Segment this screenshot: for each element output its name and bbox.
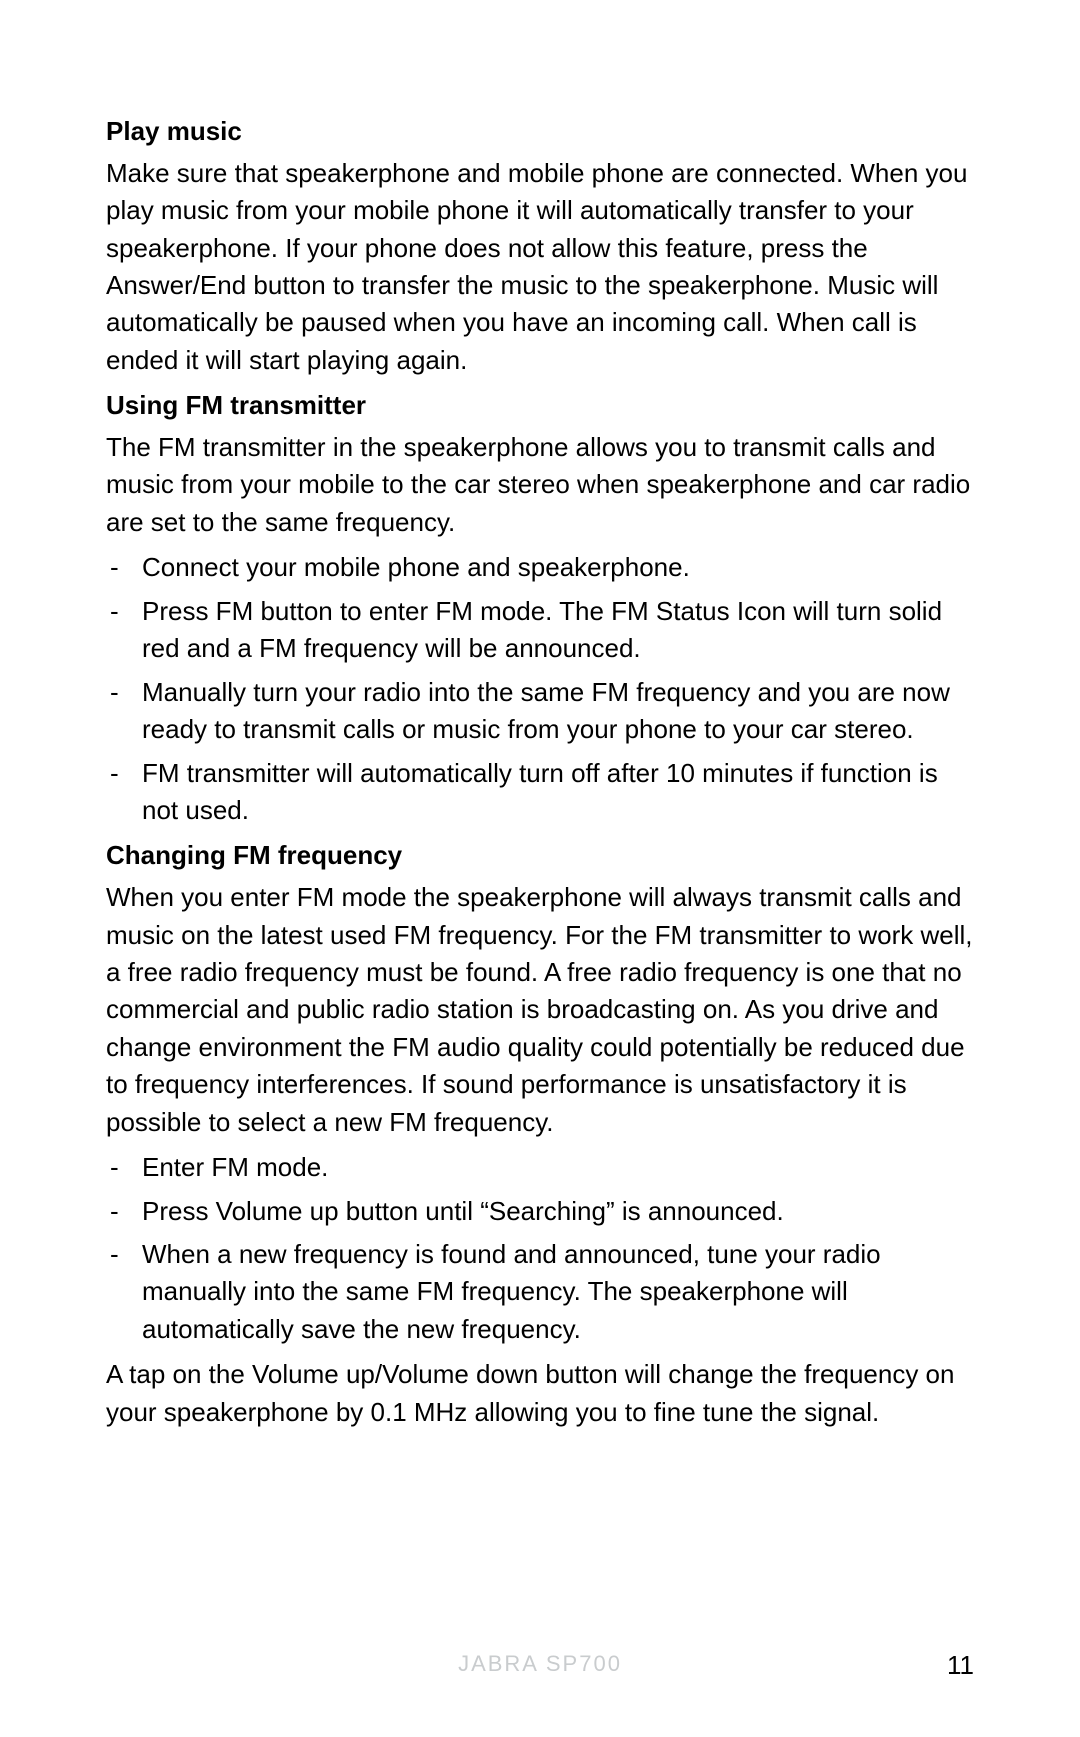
- list-item: Manually turn your radio into the same F…: [106, 674, 974, 749]
- paragraph-fm-transmitter-intro: The FM transmitter in the speakerphone a…: [106, 429, 974, 541]
- list-fm-transmitter: Connect your mobile phone and speakerpho…: [106, 549, 974, 829]
- list-item: Press FM button to enter FM mode. The FM…: [106, 593, 974, 668]
- manual-page: Play music Make sure that speakerphone a…: [0, 0, 1080, 1737]
- list-item: Enter FM mode.: [106, 1149, 974, 1186]
- paragraph-change-frequency-intro: When you enter FM mode the speakerphone …: [106, 879, 974, 1141]
- paragraph-play-music: Make sure that speakerphone and mobile p…: [106, 155, 974, 380]
- heading-change-frequency: Changing FM frequency: [106, 837, 974, 875]
- heading-fm-transmitter: Using FM transmitter: [106, 387, 974, 425]
- list-change-frequency: Enter FM mode. Press Volume up button un…: [106, 1149, 974, 1348]
- list-item: Press Volume up button until “Searching”…: [106, 1193, 974, 1230]
- paragraph-change-frequency-tail: A tap on the Volume up/Volume down butto…: [106, 1356, 974, 1431]
- heading-play-music: Play music: [106, 113, 974, 151]
- list-item: Connect your mobile phone and speakerpho…: [106, 549, 974, 586]
- page-number: 11: [947, 1650, 974, 1681]
- footer-product-name: JABRA SP700: [0, 1651, 1080, 1677]
- list-item: When a new frequency is found and announ…: [106, 1236, 974, 1348]
- list-item: FM transmitter will automatically turn o…: [106, 755, 974, 830]
